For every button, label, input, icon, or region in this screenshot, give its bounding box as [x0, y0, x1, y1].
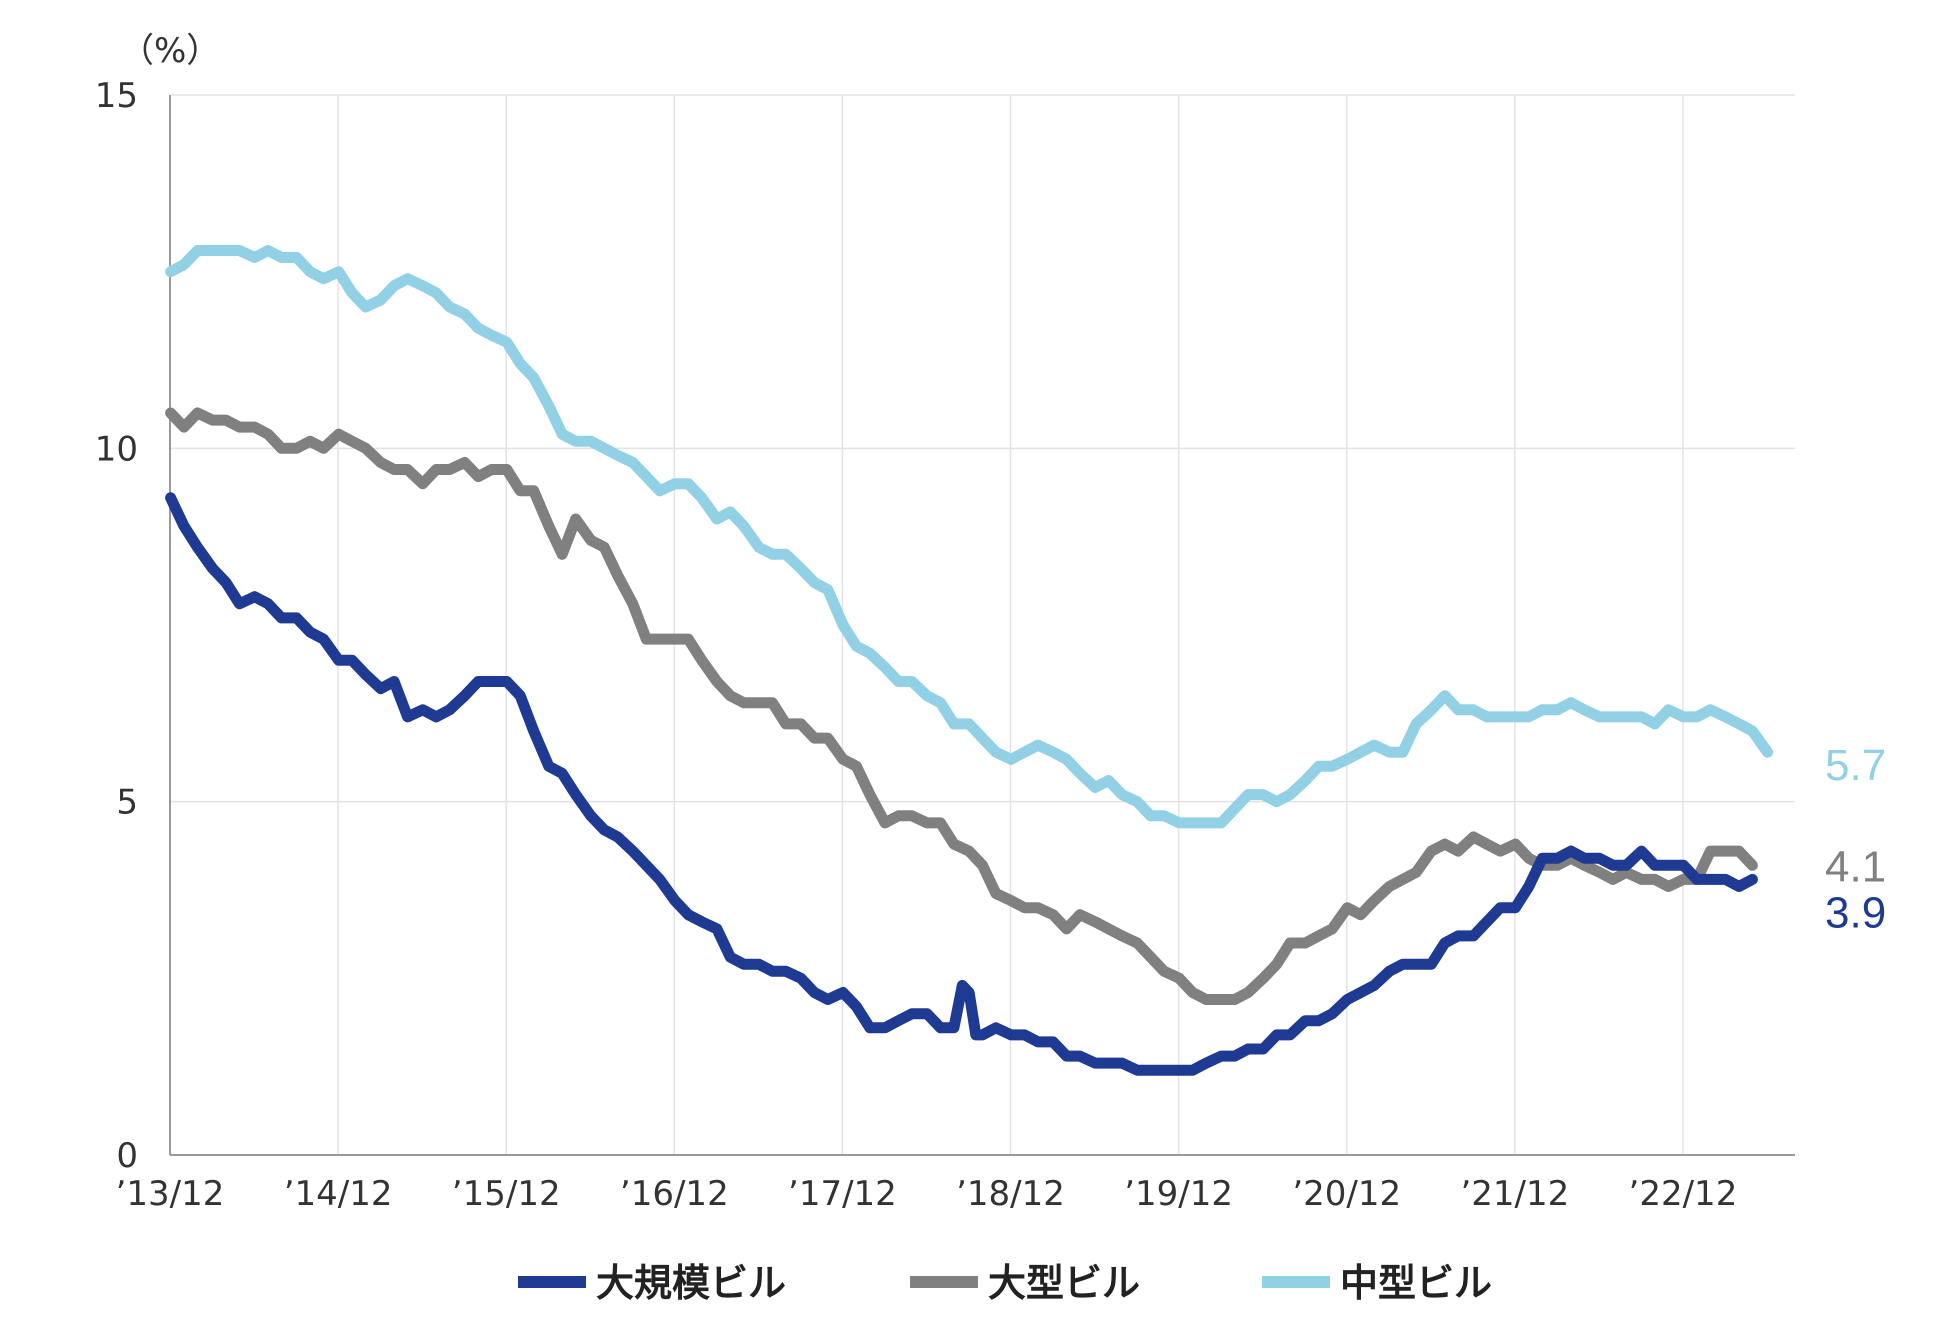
axes — [169, 95, 1795, 1156]
x-tick-label: ’19/12 — [1124, 1174, 1233, 1214]
y-tick-labels: 0 5 10 15 — [95, 76, 138, 1176]
series-line — [165, 245, 1773, 829]
x-tick-label: ’20/12 — [1292, 1174, 1401, 1214]
x-tick-label: ’22/12 — [1629, 1174, 1738, 1214]
legend: 大規模ビル 大型ビル 中型ビル — [518, 1261, 1492, 1305]
x-tick-label: ’14/12 — [284, 1174, 393, 1214]
y-tick-label: 0 — [116, 1136, 138, 1176]
x-tick-label: ’15/12 — [452, 1174, 561, 1214]
series-line — [165, 492, 1758, 1076]
end-value-label: 3.9 — [1825, 888, 1886, 937]
x-tick-label: ’21/12 — [1460, 1174, 1569, 1214]
x-tick-label: ’13/12 — [116, 1174, 225, 1214]
x-tick-label: ’17/12 — [788, 1174, 897, 1214]
series-lines — [165, 245, 1773, 1076]
x-tick-labels: ’13/12 ’14/12 ’15/12 ’16/12 ’17/12 ’18/12 ’19/… — [116, 1174, 1738, 1214]
legend-label: 中型ビル — [1340, 1261, 1492, 1305]
legend-label: 大型ビル — [988, 1261, 1140, 1305]
x-tick-label: ’16/12 — [620, 1174, 729, 1214]
series-line — [165, 407, 1758, 1005]
y-unit-label: （%） — [120, 31, 220, 71]
x-tick-label: ’18/12 — [956, 1174, 1065, 1214]
y-tick-label: 15 — [95, 76, 138, 116]
end-labels: 3.94.1 5.7 — [1825, 741, 1886, 937]
y-tick-label: 5 — [116, 783, 138, 823]
end-value-label: 5.7 — [1825, 741, 1886, 790]
legend-label: 大規模ビル — [596, 1261, 786, 1305]
end-value-label: 4.1 — [1825, 842, 1886, 891]
y-tick-label: 10 — [95, 429, 138, 469]
gridlines — [170, 94, 1795, 1155]
